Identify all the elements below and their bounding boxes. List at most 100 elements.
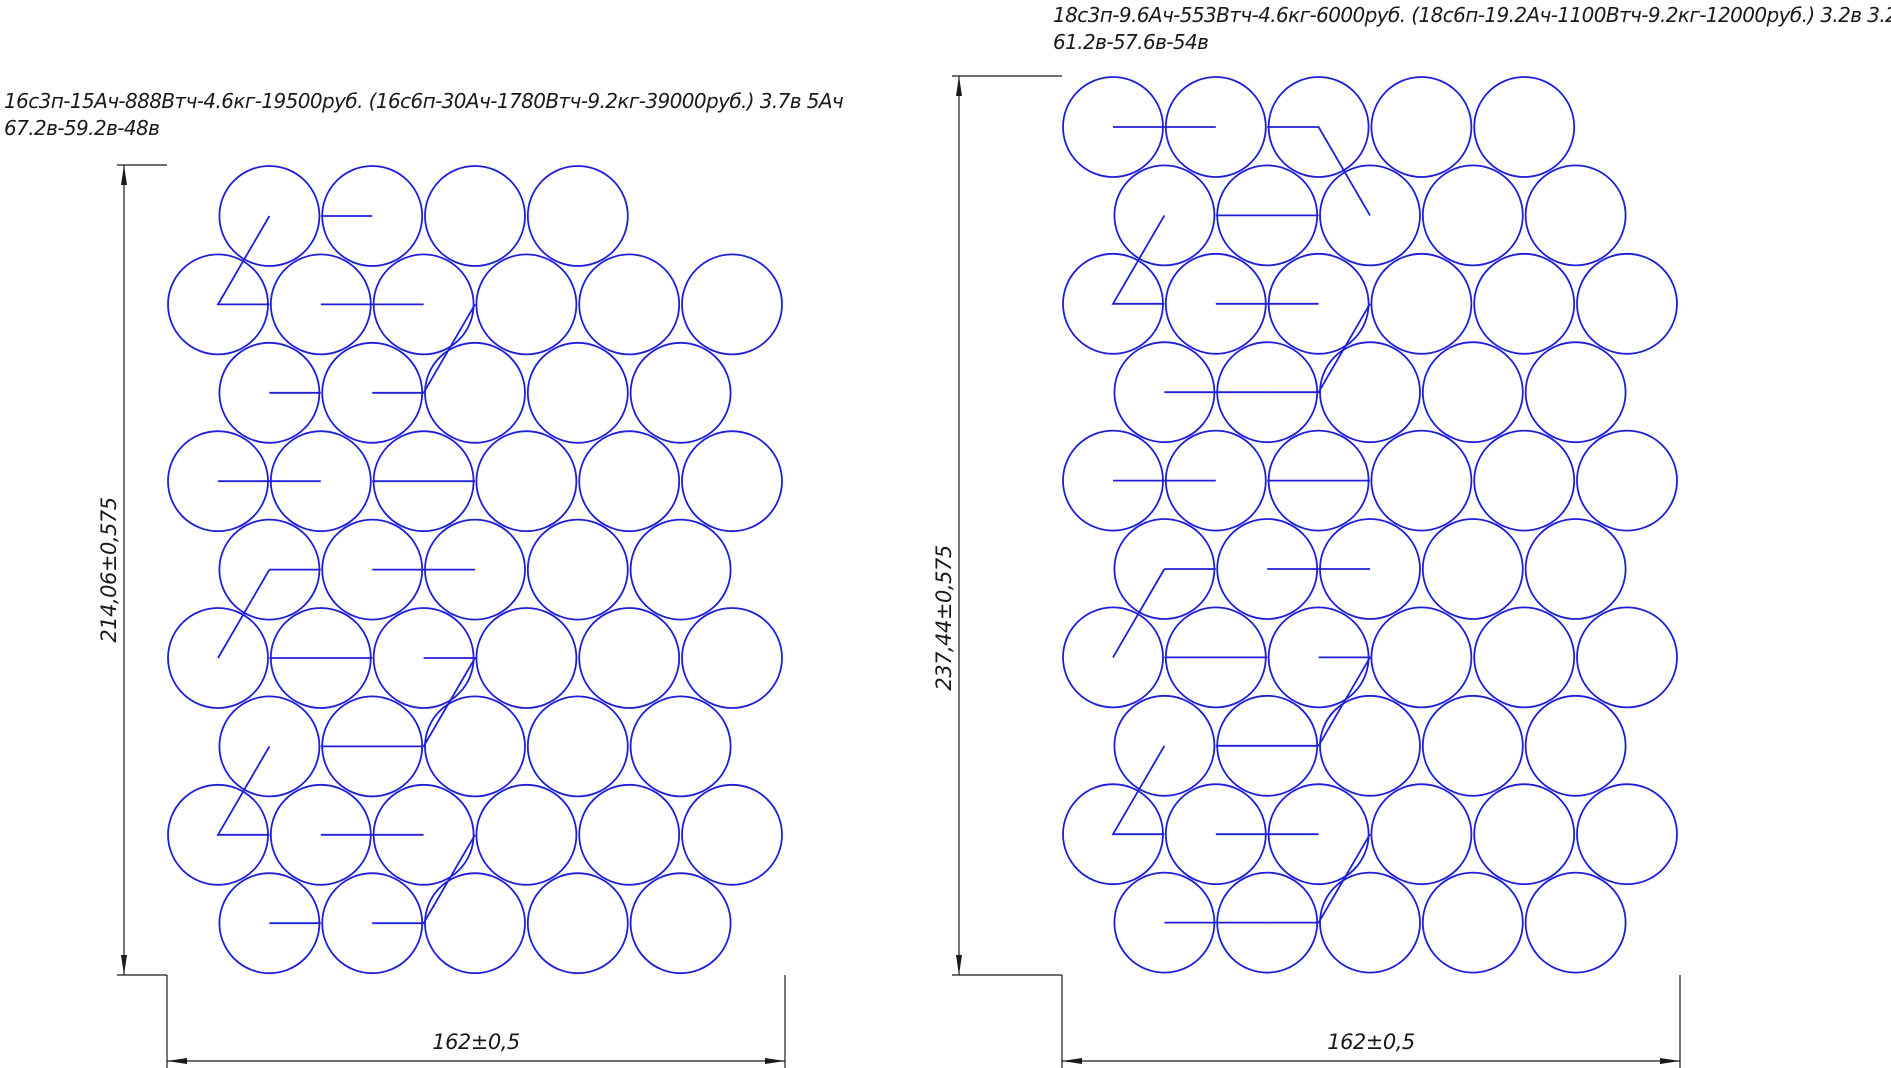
left-cell-r2-c4 [629,341,732,444]
right-cell-r9-c4 [1524,871,1627,974]
left-cell-r8-c1 [321,872,424,975]
right-cell-r4-c4 [1473,429,1576,532]
right-cell-r6-c0 [1062,606,1164,709]
left-cell-r6-c3 [526,695,629,798]
left-cell-r1-c2 [372,253,475,356]
left-cell-r8-c2 [424,872,526,975]
left-cell-r5-c5 [681,607,783,709]
left-pack: 16с3п-15Ач-888Втч-4.6кг-19500руб. (16с6п… [4,89,845,1068]
right-interconnect-1 [1267,126,1371,216]
right-cell-r0-c1 [1164,76,1267,178]
right-cell-r5-c3 [1421,518,1524,620]
right-height-dimension: 237,44±0,575 [932,75,1062,976]
right-cell-r1-c1 [1216,164,1319,267]
left-cell-r4-c1 [321,518,424,621]
right-cell-r2-c4 [1473,252,1576,355]
left-cell-r3-c1 [269,430,372,533]
left-cell-r5-c0 [167,607,269,709]
right-cell-r0-c0 [1062,76,1164,178]
left-cell-r8-c3 [526,872,629,975]
left-interconnect-3 [372,303,476,394]
right-cell-r4-c3 [1370,429,1473,532]
left-cell-r7-c2 [372,783,475,886]
right-interconnect-15 [1111,745,1166,836]
right-cell-r3-c2 [1319,341,1421,444]
right-cell-r8-c4 [1473,783,1576,886]
right-cell-r2-c2 [1267,252,1370,355]
left-cell-r1-c4 [578,253,681,356]
right-cell-r2-c1 [1164,252,1267,355]
right-cell-r5-c0 [1113,518,1216,620]
right-cell-r8-c1 [1164,783,1267,886]
left-pack-cells [167,165,783,975]
right-interconnect-9 [1112,568,1166,658]
left-width-label: 162±0,5 [432,1030,520,1054]
right-cell-r6-c5 [1576,606,1678,709]
right-interconnect-17 [1267,833,1371,924]
left-cell-r4-c2 [424,518,526,621]
left-cell-r5-c1 [269,607,372,709]
right-cell-r1-c0 [1113,164,1216,267]
left-interconnect-13 [216,745,271,836]
left-cell-r5-c2 [372,607,475,709]
right-cell-r9-c3 [1421,871,1524,974]
left-cell-r5-c3 [475,607,578,709]
left-cell-r2-c0 [218,341,321,444]
left-cell-r6-c1 [321,695,424,798]
left-interconnect-11 [422,657,477,747]
right-cell-r1-c3 [1421,164,1524,267]
right-cell-r0-c4 [1473,76,1576,178]
left-pack-title: 16с3п-15Ач-888Втч-4.6кг-19500руб. (16с6п… [4,89,844,113]
right-interconnect-2 [1111,214,1166,305]
right-cell-r8-c5 [1576,783,1678,886]
right-width-dimension: 162±0,5 [1061,975,1681,1068]
right-cell-r2-c5 [1576,252,1678,355]
right-cell-r5-c1 [1216,518,1319,620]
right-cell-r9-c1 [1216,871,1319,974]
left-cell-r5-c4 [578,607,681,709]
left-cell-r0-c3 [526,165,629,267]
right-pack: 18с3п-9.6Ач-553Втч-4.6кг-6000руб. (18с6п… [932,3,1891,1068]
left-cell-r4-c4 [629,518,732,621]
right-cell-r6-c3 [1370,606,1473,709]
right-cell-r3-c3 [1421,341,1524,444]
right-pack-title: 18с3п-9.6Ач-553Втч-4.6кг-6000руб. (18с6п… [1053,3,1891,27]
right-cell-r5-c2 [1319,518,1421,620]
right-cell-r7-c3 [1421,694,1524,797]
right-cell-r6-c1 [1164,606,1267,709]
left-cell-r6-c0 [218,695,321,798]
left-cell-r3-c5 [681,430,783,533]
right-cell-r6-c4 [1473,606,1576,709]
left-cell-r3-c4 [578,430,681,533]
right-pack-voltages: 61.2в-57.6в-54в [1053,30,1208,54]
left-cell-r0-c2 [424,165,526,267]
right-cell-r9-c2 [1319,871,1421,974]
right-cell-r4-c5 [1576,429,1678,532]
left-width-dimension: 162±0,5 [166,975,786,1068]
left-cell-r6-c2 [424,695,526,798]
left-interconnect-0 [216,215,271,306]
right-width-label: 162±0,5 [1327,1030,1415,1054]
left-interconnect-15 [372,834,476,925]
right-cell-r5-c4 [1524,518,1627,620]
left-pack-interconnects [216,215,477,925]
right-cell-r3-c1 [1216,341,1319,444]
left-interconnect-9 [217,569,271,659]
right-cell-r7-c0 [1113,694,1216,797]
left-cell-r7-c3 [475,783,578,886]
left-pack-voltages: 67.2в-59.2в-48в [4,116,159,140]
right-cell-r3-c0 [1113,341,1216,444]
right-interconnect-5 [1267,303,1371,394]
right-cell-r7-c1 [1216,694,1319,797]
left-cell-r6-c4 [629,695,732,798]
right-cell-r8-c3 [1370,783,1473,886]
left-cell-r0-c0 [218,165,321,267]
left-cell-r2-c2 [424,341,526,444]
right-cell-r1-c2 [1319,164,1421,267]
left-cell-r3-c0 [167,430,269,533]
left-height-dimension: 214,06±0,575 [97,164,167,976]
left-cell-r7-c4 [578,783,681,886]
right-cell-r4-c2 [1267,429,1370,532]
left-cell-r8-c4 [629,872,732,975]
